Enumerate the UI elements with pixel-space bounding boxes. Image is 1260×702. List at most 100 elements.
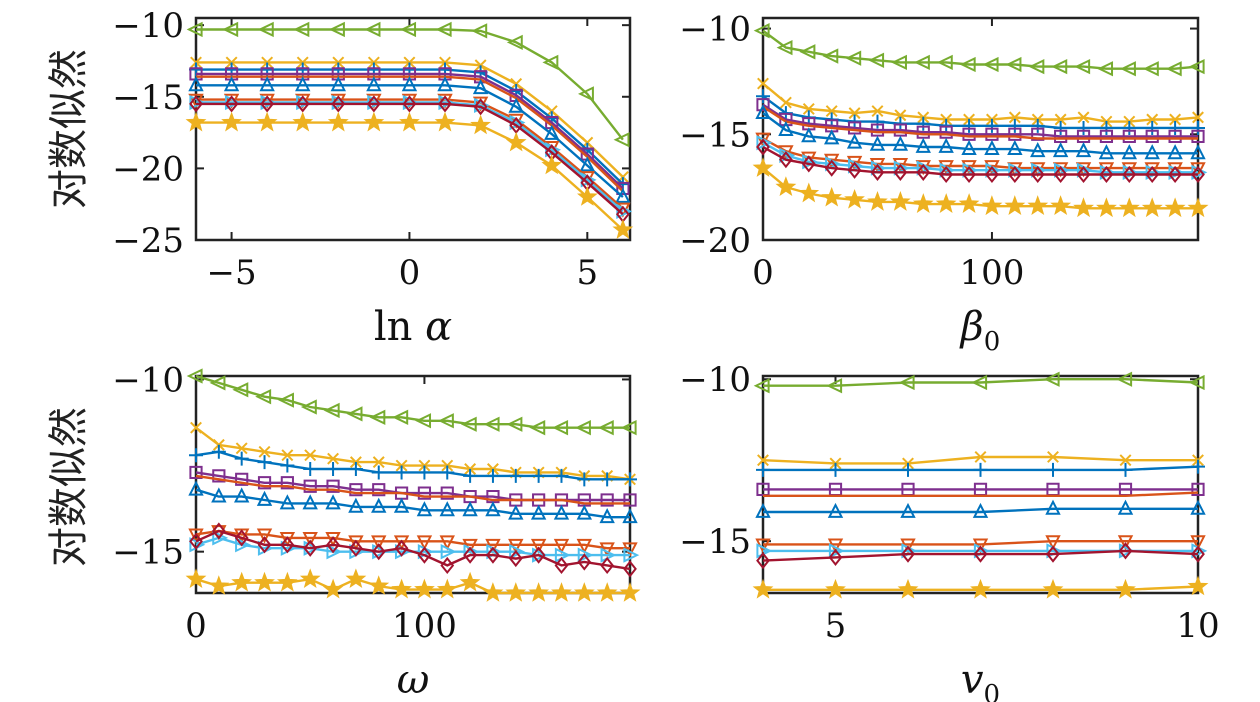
y-tick-label: −15 — [112, 78, 184, 118]
x-tick-label: 5 — [825, 606, 847, 646]
data-point-plus — [973, 462, 988, 477]
data-point-x — [802, 102, 815, 115]
x-tick-label: 100 — [392, 606, 457, 646]
data-point-triangle-up — [223, 76, 240, 92]
data-point-diamond — [1118, 542, 1133, 560]
data-point-diamond — [531, 546, 546, 564]
data-point-plus — [371, 465, 386, 480]
data-point-diamond — [1007, 165, 1022, 184]
data-point-triangle-up — [1117, 499, 1134, 515]
data-point-square — [440, 486, 454, 500]
data-point-star — [958, 193, 980, 213]
data-point-square — [509, 493, 523, 507]
series-line-square — [762, 103, 1198, 138]
data-point-star — [1073, 197, 1094, 218]
data-point-star — [912, 193, 934, 213]
data-point-triangle-left — [1097, 61, 1114, 77]
data-point-x — [439, 56, 451, 69]
data-point-triangle-left — [186, 21, 203, 38]
data-point-triangle-left — [1116, 371, 1133, 387]
data-point-triangle-up — [348, 497, 364, 513]
data-point-triangle-left — [257, 21, 274, 38]
data-point-diamond — [554, 556, 569, 575]
data-point-star — [573, 582, 595, 602]
data-point-plus — [326, 462, 341, 476]
data-point-triangle-right — [326, 544, 343, 560]
data-point-star — [619, 582, 641, 602]
data-point-diamond — [1191, 545, 1205, 563]
data-point-triangle-up — [508, 504, 524, 520]
data-point-triangle-right — [623, 547, 640, 563]
series-line-triangle-up — [196, 84, 624, 198]
data-point-triangle-down — [576, 538, 593, 554]
data-point-plus — [870, 114, 885, 129]
data-point-plus — [463, 468, 478, 483]
data-point-diamond — [257, 536, 272, 554]
data-point-diamond — [1168, 165, 1182, 184]
data-point-plus — [1191, 120, 1205, 135]
series-line-triangle-down — [763, 540, 1198, 546]
data-point-star — [1027, 195, 1049, 216]
data-point-diamond — [1145, 165, 1160, 184]
data-point-star — [897, 578, 919, 599]
data-point-x — [261, 56, 274, 69]
data-point-x — [757, 454, 769, 467]
data-point-star — [470, 114, 491, 135]
data-point-triangle-left — [620, 420, 637, 436]
data-point-square — [189, 67, 203, 81]
data-point-triangle-down — [1117, 535, 1134, 551]
subplot-omega: 0 100 −10 −15 ω 对数似然 — [46, 360, 641, 702]
data-point-triangle-up — [1045, 499, 1061, 515]
data-point-plus — [1053, 120, 1068, 135]
series-line-plus — [762, 95, 1198, 130]
data-point-x — [296, 56, 309, 69]
data-point-triangle-right — [235, 537, 251, 553]
data-point-triangle-up — [437, 76, 453, 92]
data-point-x — [894, 109, 907, 122]
data-point-star — [292, 111, 314, 132]
data-point-triangle-up — [1190, 499, 1206, 515]
data-point-x — [304, 449, 317, 462]
data-point-square — [189, 465, 203, 480]
data-point-diamond — [1046, 545, 1060, 563]
data-point-plus — [303, 462, 318, 476]
data-point-plus — [531, 468, 546, 483]
data-point-triangle-left — [1074, 58, 1091, 75]
data-point-triangle-down — [256, 528, 273, 544]
data-point-triangle-left — [506, 34, 523, 51]
data-point-diamond — [260, 95, 275, 113]
data-point-star — [970, 578, 991, 599]
data-point-triangle-left — [1051, 58, 1068, 75]
data-point-plus — [508, 468, 523, 483]
data-point-triangle-down — [892, 157, 909, 174]
data-point-x — [372, 456, 385, 469]
data-point-triangle-down — [1167, 162, 1183, 178]
data-point-diamond — [371, 543, 386, 561]
data-point-triangle-up — [755, 502, 771, 518]
data-point-triangle-right — [440, 544, 457, 560]
data-point-triangle-left — [776, 39, 793, 56]
data-point-star — [775, 176, 797, 197]
data-point-star — [231, 571, 252, 592]
data-point-star — [596, 582, 618, 602]
data-point-plus — [211, 444, 226, 459]
y-tick-label: −10 — [112, 360, 184, 400]
data-point-x — [848, 107, 861, 120]
data-point-triangle-right — [577, 547, 594, 563]
data-point-triangle-up — [827, 502, 844, 518]
data-point-star — [825, 578, 846, 599]
data-point-star — [798, 182, 820, 203]
data-point-diamond — [1030, 165, 1045, 184]
x-tick-label: 5 — [576, 253, 598, 293]
x-axis-title: v0 — [961, 657, 1000, 702]
data-point-x — [1192, 111, 1204, 124]
data-point-x — [825, 105, 838, 117]
data-point-x — [235, 442, 248, 455]
data-point-diamond — [417, 546, 432, 564]
data-point-triangle-up — [530, 504, 547, 520]
data-point-triangle-up — [846, 133, 863, 149]
data-point-diamond — [303, 539, 318, 557]
data-point-diamond — [801, 155, 816, 173]
data-point-triangle-left — [293, 21, 310, 38]
